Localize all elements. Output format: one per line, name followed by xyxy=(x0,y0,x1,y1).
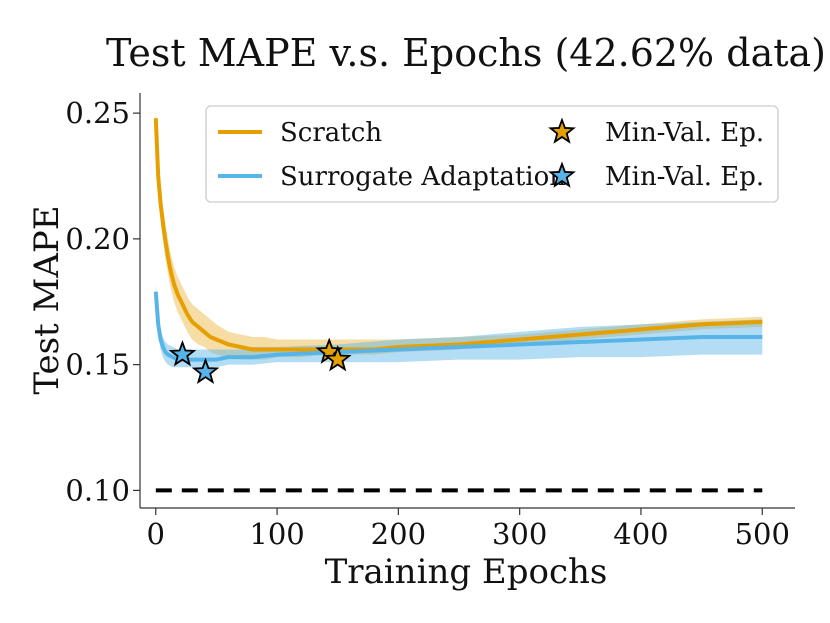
x-axis-label: Training Epochs xyxy=(325,552,608,592)
legend-surrogate-star-label: Min-Val. Ep. xyxy=(605,162,764,192)
legend-surrogate-label: Surrogate Adaptation xyxy=(280,162,566,192)
x-tick-label: 300 xyxy=(492,517,547,551)
y-tick-label: 0.10 xyxy=(65,473,130,507)
legend-surrogate-star xyxy=(548,161,576,188)
x-tick-label: 500 xyxy=(735,517,790,551)
legend-box xyxy=(205,105,779,203)
x-tick-label: 200 xyxy=(371,517,426,551)
y-axis-ticks: 0.10 0.15 0.20 0.25 xyxy=(65,96,140,507)
y-tick-label: 0.20 xyxy=(65,222,130,256)
legend-scratch-star xyxy=(548,117,576,144)
x-axis-ticks: 0 100 200 300 400 500 xyxy=(147,508,790,551)
y-tick-label: 0.15 xyxy=(65,348,130,382)
legend-scratch-star-label: Min-Val. Ep. xyxy=(605,118,764,148)
min-val-markers xyxy=(168,337,352,384)
x-tick-label: 400 xyxy=(613,517,668,551)
y-tick-label: 0.25 xyxy=(65,96,130,130)
surrogate-band xyxy=(155,284,763,368)
surrogate-line xyxy=(153,291,763,362)
surrogate-min-val-star-1 xyxy=(168,339,197,367)
x-tick-label: 100 xyxy=(249,517,304,551)
scratch-min-val-star-4 xyxy=(323,345,352,372)
series-lines xyxy=(153,118,763,493)
x-tick-label: 0 xyxy=(147,517,165,551)
surrogate-min-val-star-2 xyxy=(191,357,220,384)
scratch-band xyxy=(155,110,763,360)
confidence-bands xyxy=(155,110,763,368)
legend-scratch-label: Scratch xyxy=(280,118,382,148)
chart-title: Test MAPE v.s. Epochs (42.62% data) xyxy=(106,31,826,75)
legend: Scratch Min-Val. Ep. Surrogate Adaptation M… xyxy=(205,105,779,203)
scratch-line xyxy=(153,118,763,352)
y-axis-label: Test MAPE xyxy=(27,205,67,394)
